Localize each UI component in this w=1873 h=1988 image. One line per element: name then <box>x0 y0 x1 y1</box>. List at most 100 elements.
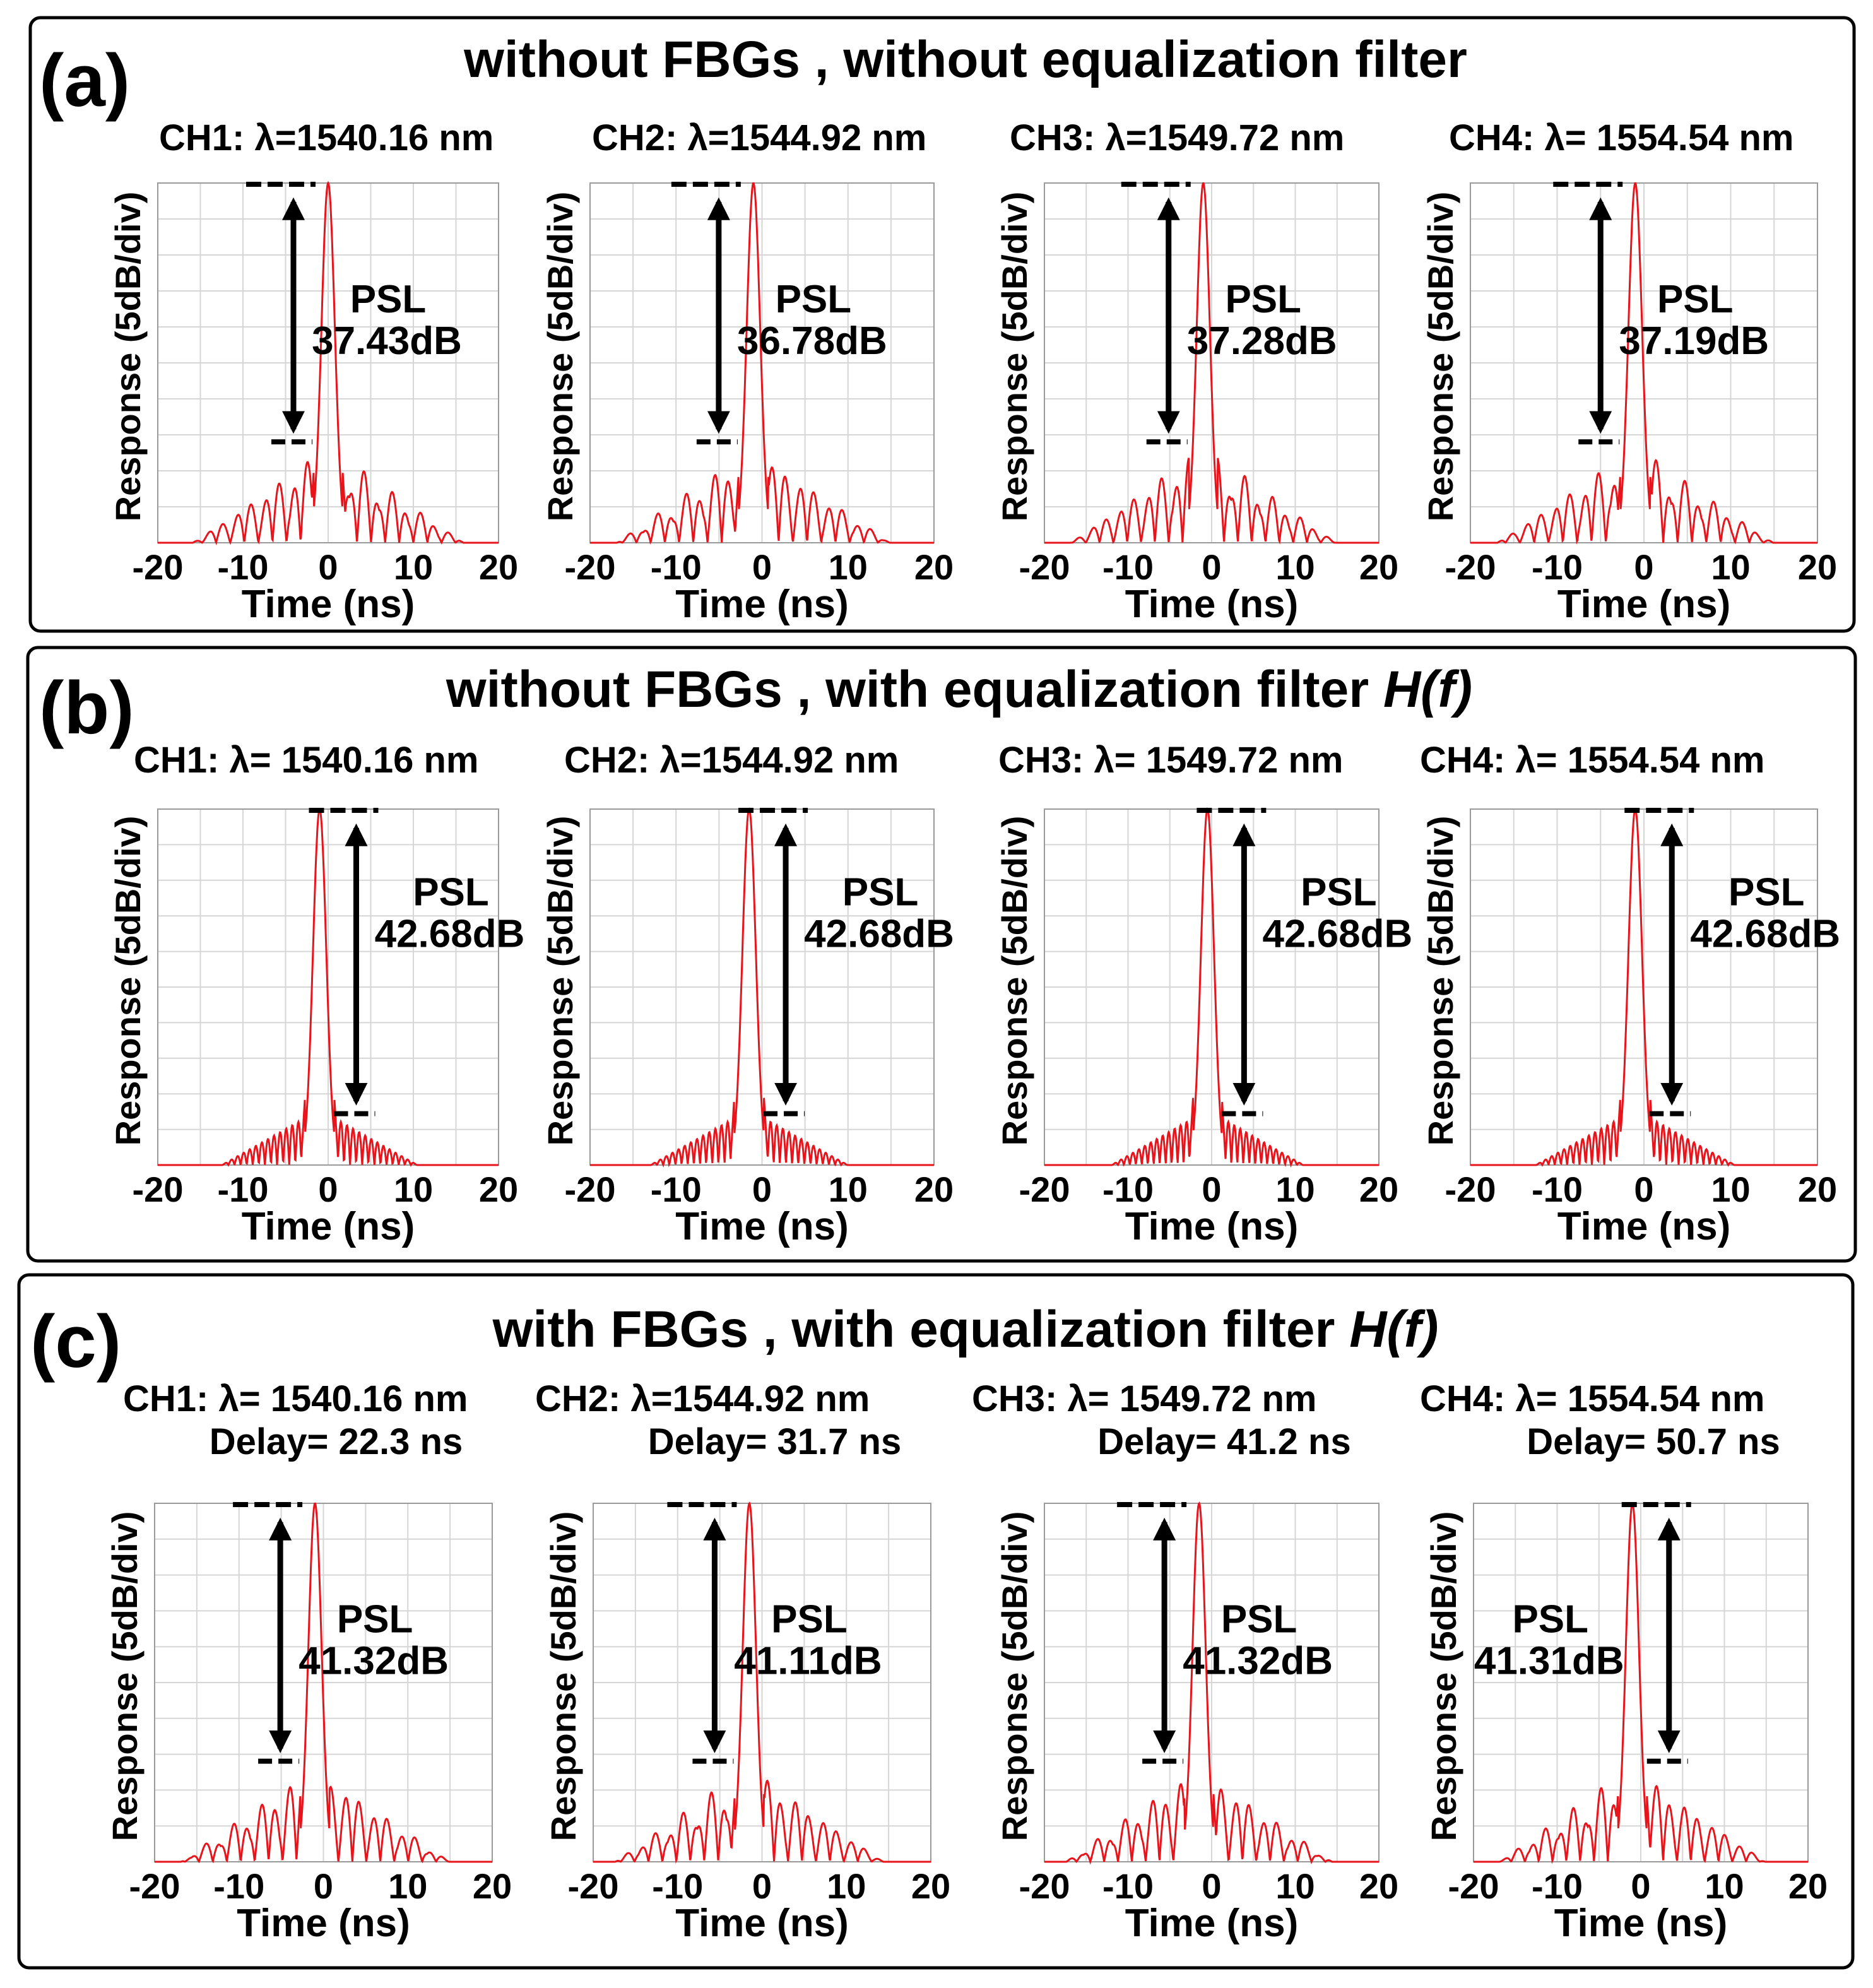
plot-frame <box>157 808 499 1166</box>
x-tick-label: -20 <box>1019 547 1070 587</box>
psl-label: PSL <box>1221 1597 1297 1641</box>
channel-delay: Delay= 22.3 ns <box>210 1421 463 1462</box>
y-axis-label: Response (5dB/div) <box>1421 192 1460 522</box>
psl-value: 41.31dB <box>1474 1639 1624 1683</box>
panel-frame <box>17 1273 1855 1970</box>
x-tick-label: -20 <box>568 1866 619 1906</box>
y-axis-label: Response (5dB/div) <box>995 1512 1034 1842</box>
x-tick-label: 20 <box>1359 1866 1398 1906</box>
x-axis-label: Time (ns) <box>242 583 415 626</box>
panel-frame <box>26 646 1857 1263</box>
x-tick-label: 20 <box>479 1169 518 1209</box>
x-tick-label: 20 <box>914 1169 954 1209</box>
panel-title-text: with FBGs , with equalization filter <box>492 1301 1350 1358</box>
response-curve <box>1470 182 1817 545</box>
panel-title: without FBGs , with equalization filter … <box>446 661 1472 718</box>
x-tick-label: -20 <box>1445 547 1496 587</box>
psl-label: PSL <box>1512 1597 1588 1641</box>
channel-label: CH4: λ= 1554.54 nm <box>1420 1378 1764 1419</box>
x-tick-label: 0 <box>314 1866 333 1906</box>
y-axis-label: Response (5dB/div) <box>108 816 148 1146</box>
x-tick-label: 20 <box>911 1866 950 1906</box>
channel-label: CH3: λ=1549.72 nm <box>1010 117 1344 158</box>
channel-plot-ch3: CH3: λ=1549.72 nm -20 -10 0 10 20 Time (ns) Res… <box>995 117 1398 626</box>
panel-title-italic: H(f) <box>1383 661 1472 718</box>
psl-label: PSL <box>771 1597 848 1641</box>
response-curve <box>158 180 499 546</box>
x-tick-label: -10 <box>1532 547 1583 587</box>
plot-frame <box>589 182 935 543</box>
x-axis-label: Time (ns) <box>242 1205 415 1248</box>
x-tick-label: -20 <box>133 1169 184 1209</box>
psl-label: PSL <box>337 1597 413 1641</box>
x-tick-label: -10 <box>1102 1169 1154 1209</box>
response-curve <box>1474 1502 1808 1864</box>
x-tick-label: 20 <box>914 547 954 587</box>
psl-label: PSL <box>1728 870 1805 914</box>
psl-value: 42.68dB <box>804 912 954 956</box>
x-tick-label: 0 <box>1631 1866 1650 1906</box>
psl-value: 41.11dB <box>734 1639 882 1683</box>
x-tick-label: 20 <box>1798 547 1837 587</box>
x-tick-label: 20 <box>1798 1169 1837 1209</box>
channel-label: CH4: λ= 1554.54 nm <box>1420 740 1764 781</box>
x-tick-label: -20 <box>565 547 616 587</box>
x-tick-label: 10 <box>388 1866 427 1906</box>
response-curve <box>1044 182 1379 545</box>
panel-frame <box>28 16 1856 633</box>
x-tick-label: 0 <box>318 547 338 587</box>
x-tick-label: -20 <box>1445 1169 1496 1209</box>
x-axis-label: Time (ns) <box>675 583 848 626</box>
y-axis-label: Response (5dB/div) <box>543 1512 583 1842</box>
x-axis-label: Time (ns) <box>1125 583 1298 626</box>
psl-value: 42.68dB <box>375 912 525 956</box>
psl-label: PSL <box>1657 278 1734 321</box>
x-tick-label: 10 <box>829 547 868 587</box>
x-tick-label: -10 <box>1102 547 1154 587</box>
psl-value: 42.68dB <box>1262 912 1412 956</box>
x-tick-label: 10 <box>1711 547 1750 587</box>
x-tick-label: 10 <box>1705 1866 1744 1906</box>
x-tick-label: -20 <box>133 547 184 587</box>
channel-plot-ch2: CH2: λ=1544.92 nm -20 -10 0 10 20 Time (ns) Res… <box>540 117 954 626</box>
psl-value: 36.78dB <box>737 319 887 363</box>
panel-letter: (b) <box>39 666 134 750</box>
x-tick-label: -10 <box>1532 1169 1583 1209</box>
panel-title: with FBGs , with equalization filter H(f… <box>492 1301 1439 1358</box>
x-axis-label: Time (ns) <box>1557 1205 1730 1248</box>
y-axis-label: Response (5dB/div) <box>540 192 580 522</box>
plot-frame <box>154 1503 493 1862</box>
x-tick-label: 10 <box>1275 1866 1315 1906</box>
x-axis-label: Time (ns) <box>1125 1902 1298 1945</box>
channel-plot-ch1: CH1: λ= 1540.16 nm -20 -10 0 10 20 Time (ns) Re… <box>108 740 524 1248</box>
x-tick-label: 0 <box>1634 1169 1653 1209</box>
x-tick-label: -10 <box>651 547 702 587</box>
x-tick-label: -20 <box>1019 1169 1070 1209</box>
y-axis-label: Response (5dB/div) <box>1421 816 1460 1146</box>
psl-value: 37.43dB <box>312 319 462 363</box>
x-tick-label: -10 <box>1102 1866 1154 1906</box>
plot-frame <box>1044 182 1380 543</box>
x-tick-label: 10 <box>1711 1169 1750 1209</box>
response-curve <box>155 1502 492 1864</box>
psl-value: 42.68dB <box>1690 912 1840 956</box>
panel-c: (c) with FBGs , with equalization filter … <box>17 1273 1855 1970</box>
x-axis-label: Time (ns) <box>1554 1902 1727 1945</box>
panel-title: without FBGs , without equalization filt… <box>463 31 1467 88</box>
x-tick-label: 0 <box>752 1866 772 1906</box>
x-tick-label: 0 <box>1202 1169 1221 1209</box>
x-tick-label: -10 <box>213 1866 264 1906</box>
response-curve <box>158 808 499 1167</box>
x-tick-label: -10 <box>1532 1866 1583 1906</box>
y-axis-label: Response (5dB/div) <box>995 816 1034 1146</box>
psl-label: PSL <box>1301 870 1377 914</box>
channel-delay: Delay= 31.7 ns <box>648 1421 901 1462</box>
channel-plot-ch2: CH2: λ=1544.92 nm -20 -10 0 10 20 Time (ns) Res… <box>540 740 954 1248</box>
channel-delay: Delay= 41.2 ns <box>1097 1421 1350 1462</box>
panel-title-text: without FBGs , without equalization filt… <box>463 31 1467 88</box>
channel-label: CH1: λ=1540.16 nm <box>159 117 493 158</box>
